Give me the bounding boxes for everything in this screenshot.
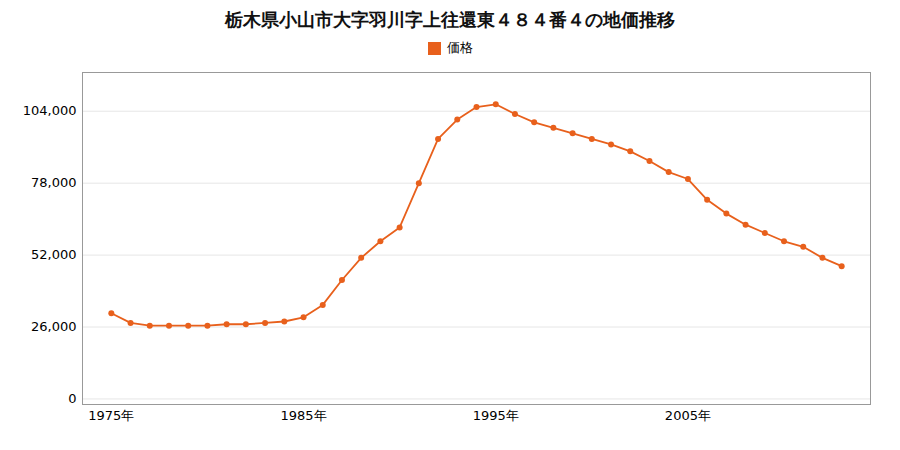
html-text:価格: 価格 <box>446 40 473 55</box>
svg-text:78,000: 78,000 <box>31 175 77 190</box>
svg-text:26,000: 26,000 <box>31 319 77 334</box>
html-text:栃木県小山市大字羽川字上往還東４８４番４の地価推移: 栃木県小山市大字羽川字上往還東４８４番４の地価推移 <box>225 9 675 30</box>
svg-text:1995年: 1995年 <box>473 408 519 423</box>
svg-text:1985年: 1985年 <box>280 408 326 423</box>
svg-text:0: 0 <box>68 391 76 406</box>
svg-text:104,000: 104,000 <box>23 103 77 118</box>
svg-text:52,000: 52,000 <box>31 247 77 262</box>
svg-text:2005年: 2005年 <box>665 408 711 423</box>
svg-text:1975年: 1975年 <box>88 408 134 423</box>
